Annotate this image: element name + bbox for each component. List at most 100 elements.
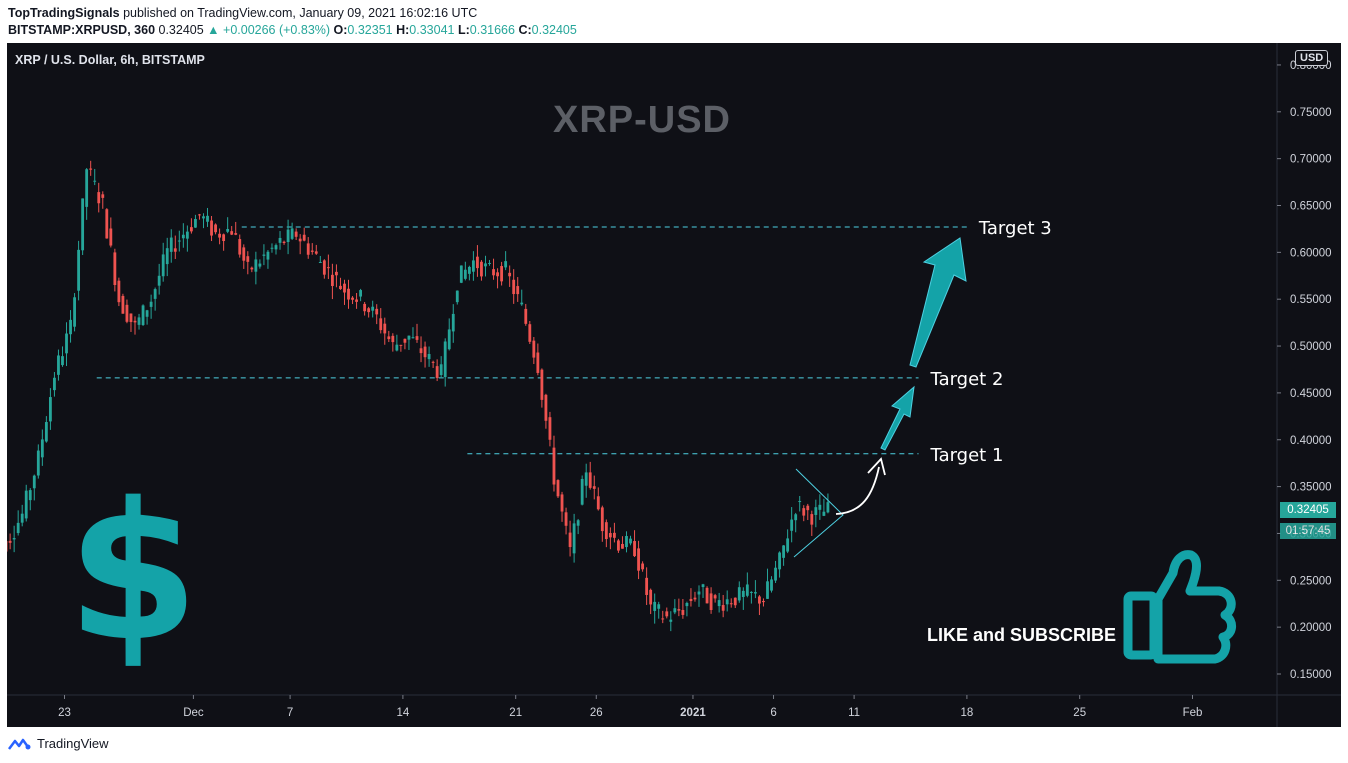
- candle-body: [387, 336, 391, 340]
- candle-body: [157, 275, 161, 286]
- candle-body: [274, 245, 278, 250]
- candle-body: [137, 317, 141, 325]
- candle-body: [745, 584, 749, 596]
- low-value: 0.31666: [469, 23, 515, 37]
- candle-body: [500, 266, 504, 282]
- candle-body: [399, 344, 403, 346]
- candle-body: [496, 272, 499, 277]
- chart-area[interactable]: Target 1 Target 2 Target 3 $ 0.15000 0.2000…: [7, 43, 1341, 727]
- candle-body: [782, 545, 786, 558]
- bar-countdown: 01:57:45: [1280, 523, 1336, 539]
- candle-body: [653, 601, 657, 611]
- candle-body: [560, 494, 564, 512]
- candle-body: [326, 267, 330, 269]
- candle-body: [12, 538, 16, 540]
- candle-body: [741, 590, 745, 597]
- candle-body: [125, 304, 129, 322]
- candle-body: [693, 597, 697, 600]
- candle-body: [423, 346, 427, 358]
- candle-body: [794, 514, 798, 521]
- candle-body: [600, 507, 604, 532]
- candle-body: [330, 274, 334, 287]
- candle-body: [48, 397, 52, 422]
- candle-body: [286, 229, 290, 243]
- candle-body: [77, 249, 81, 291]
- candle-body: [258, 263, 262, 267]
- candle-body: [766, 581, 769, 599]
- candle-body: [608, 533, 612, 538]
- candle-body: [532, 340, 536, 358]
- publish-header: TopTradingSignals published on TradingVi…: [8, 4, 477, 22]
- candle-body: [169, 237, 173, 252]
- candle-body: [8, 540, 12, 543]
- last-price-tag: 0.32405: [1280, 502, 1336, 518]
- candle-body: [645, 577, 649, 595]
- candle-body: [689, 598, 693, 602]
- x-tick-label: 11: [848, 707, 860, 719]
- x-tick-label: Feb: [1183, 707, 1203, 719]
- candle-body: [101, 194, 105, 198]
- candle-body: [596, 496, 600, 510]
- last-price: 0.32405: [158, 23, 204, 37]
- candle-body: [53, 377, 56, 391]
- candle-body: [480, 261, 483, 277]
- candle-body: [113, 252, 117, 286]
- price-change: ▲ +0.00266 (+0.83%): [207, 23, 331, 37]
- candle-body: [89, 168, 93, 170]
- candle-body: [339, 285, 342, 290]
- x-tick-label: 26: [590, 707, 603, 719]
- open-value: 0.32351: [347, 23, 393, 37]
- candle-body: [153, 289, 157, 299]
- candle-body: [97, 192, 101, 204]
- candle-body: [528, 324, 532, 342]
- thumbs-up-icon[interactable]: [1123, 550, 1236, 664]
- candle-body: [194, 218, 197, 228]
- candle-body: [24, 490, 28, 519]
- candle-body: [584, 472, 588, 486]
- candle-body: [568, 532, 572, 547]
- candle-body: [210, 220, 213, 236]
- candle-body: [185, 231, 189, 239]
- candle-body: [786, 538, 790, 552]
- candle-body: [355, 299, 358, 302]
- candle-body: [181, 234, 185, 239]
- x-tick-label: 21: [509, 707, 522, 719]
- y-tick-label: 0.65000: [1290, 201, 1332, 213]
- candle-body: [206, 215, 209, 222]
- triangle-pattern: [793, 468, 844, 558]
- candle-body: [580, 478, 584, 505]
- candle-body: [218, 233, 222, 238]
- candle-body: [725, 599, 729, 605]
- candle-body: [733, 597, 737, 606]
- dollar-sign-icon: $: [67, 462, 199, 683]
- author-name[interactable]: TopTradingSignals: [8, 6, 120, 20]
- candle-body: [379, 318, 383, 331]
- candle-body: [439, 364, 443, 376]
- candle-body: [419, 348, 423, 354]
- candle-body: [625, 535, 628, 548]
- candle-body: [57, 355, 60, 375]
- curved-arrowhead: [867, 457, 886, 476]
- candle-body: [28, 490, 32, 501]
- candle-body: [637, 548, 640, 571]
- candle-body: [629, 538, 632, 544]
- candle-body: [85, 169, 89, 207]
- candle-body: [177, 240, 181, 242]
- currency-badge[interactable]: USD: [1295, 50, 1329, 66]
- candle-body: [826, 502, 830, 513]
- axes: 0.150000.200000.250000.300000.350000.400…: [7, 43, 1341, 727]
- y-tick-label: 0.70000: [1290, 154, 1332, 166]
- footer-brand[interactable]: TradingView: [8, 736, 109, 751]
- candle-body: [508, 272, 512, 277]
- x-tick-label: Dec: [183, 707, 204, 719]
- curved-arrow-icon: [835, 466, 880, 515]
- price-chart[interactable]: Target 1 Target 2 Target 3 $ 0.15000 0.2000…: [7, 43, 1341, 727]
- candle-body: [343, 283, 346, 293]
- candle-body: [488, 262, 491, 264]
- y-tick-label: 0.15000: [1290, 669, 1332, 681]
- low-label: L:: [457, 23, 470, 37]
- candle-body: [814, 507, 818, 515]
- target-level-label: Target 2: [930, 369, 1004, 390]
- candle-body: [407, 335, 411, 340]
- promo-text: LIKE and SUBSCRIBE: [927, 625, 1117, 645]
